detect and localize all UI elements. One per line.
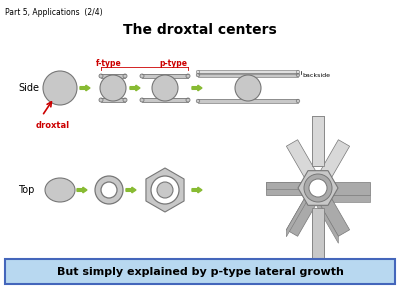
Ellipse shape <box>296 99 300 103</box>
Text: But simply explained by p-type lateral growth: But simply explained by p-type lateral g… <box>56 267 344 277</box>
Ellipse shape <box>196 70 200 74</box>
Text: The droxtal centers: The droxtal centers <box>123 23 277 37</box>
Polygon shape <box>318 182 370 194</box>
Text: Top: Top <box>18 185 34 195</box>
Bar <box>198 73 298 77</box>
Circle shape <box>43 71 77 105</box>
Ellipse shape <box>186 98 190 102</box>
Bar <box>198 99 298 103</box>
Circle shape <box>95 176 123 204</box>
Ellipse shape <box>99 98 103 102</box>
Polygon shape <box>266 182 318 188</box>
Ellipse shape <box>140 98 144 102</box>
Ellipse shape <box>45 178 75 202</box>
Text: Side: Side <box>18 83 39 93</box>
Ellipse shape <box>296 73 300 77</box>
Polygon shape <box>312 140 350 191</box>
Bar <box>312 208 324 263</box>
FancyBboxPatch shape <box>5 259 395 284</box>
Circle shape <box>101 182 117 198</box>
Ellipse shape <box>123 74 127 78</box>
Circle shape <box>157 182 173 198</box>
FancyArrow shape <box>77 187 87 193</box>
Circle shape <box>100 75 126 101</box>
FancyArrow shape <box>130 85 140 91</box>
Circle shape <box>235 75 261 101</box>
Polygon shape <box>312 185 350 236</box>
Text: droxtal: droxtal <box>36 121 70 130</box>
Polygon shape <box>286 185 324 236</box>
Polygon shape <box>286 140 324 191</box>
Text: f-type: f-type <box>96 59 122 68</box>
Polygon shape <box>298 171 338 205</box>
Circle shape <box>309 179 327 197</box>
Polygon shape <box>318 194 370 202</box>
FancyArrow shape <box>192 187 202 193</box>
Ellipse shape <box>186 74 190 78</box>
Ellipse shape <box>196 73 200 77</box>
Polygon shape <box>312 191 338 243</box>
Bar <box>312 116 324 166</box>
Bar <box>198 70 298 74</box>
FancyArrow shape <box>80 85 90 91</box>
Ellipse shape <box>123 98 127 102</box>
Circle shape <box>152 75 178 101</box>
Bar <box>312 210 324 265</box>
Bar <box>101 98 125 102</box>
Circle shape <box>304 174 332 202</box>
Polygon shape <box>286 185 312 237</box>
Circle shape <box>151 176 179 204</box>
Bar <box>142 98 188 102</box>
Text: Part 5, Applications  (2/4): Part 5, Applications (2/4) <box>5 8 103 17</box>
Text: p-type: p-type <box>159 59 187 68</box>
Text: backside: backside <box>302 73 330 78</box>
Ellipse shape <box>140 74 144 78</box>
Polygon shape <box>266 182 318 194</box>
Ellipse shape <box>196 99 200 103</box>
Bar <box>312 116 324 166</box>
Bar <box>101 74 125 78</box>
Bar <box>142 74 188 78</box>
Ellipse shape <box>296 70 300 74</box>
FancyArrow shape <box>192 85 202 91</box>
Polygon shape <box>146 168 184 212</box>
Ellipse shape <box>99 74 103 78</box>
FancyArrow shape <box>126 187 136 193</box>
